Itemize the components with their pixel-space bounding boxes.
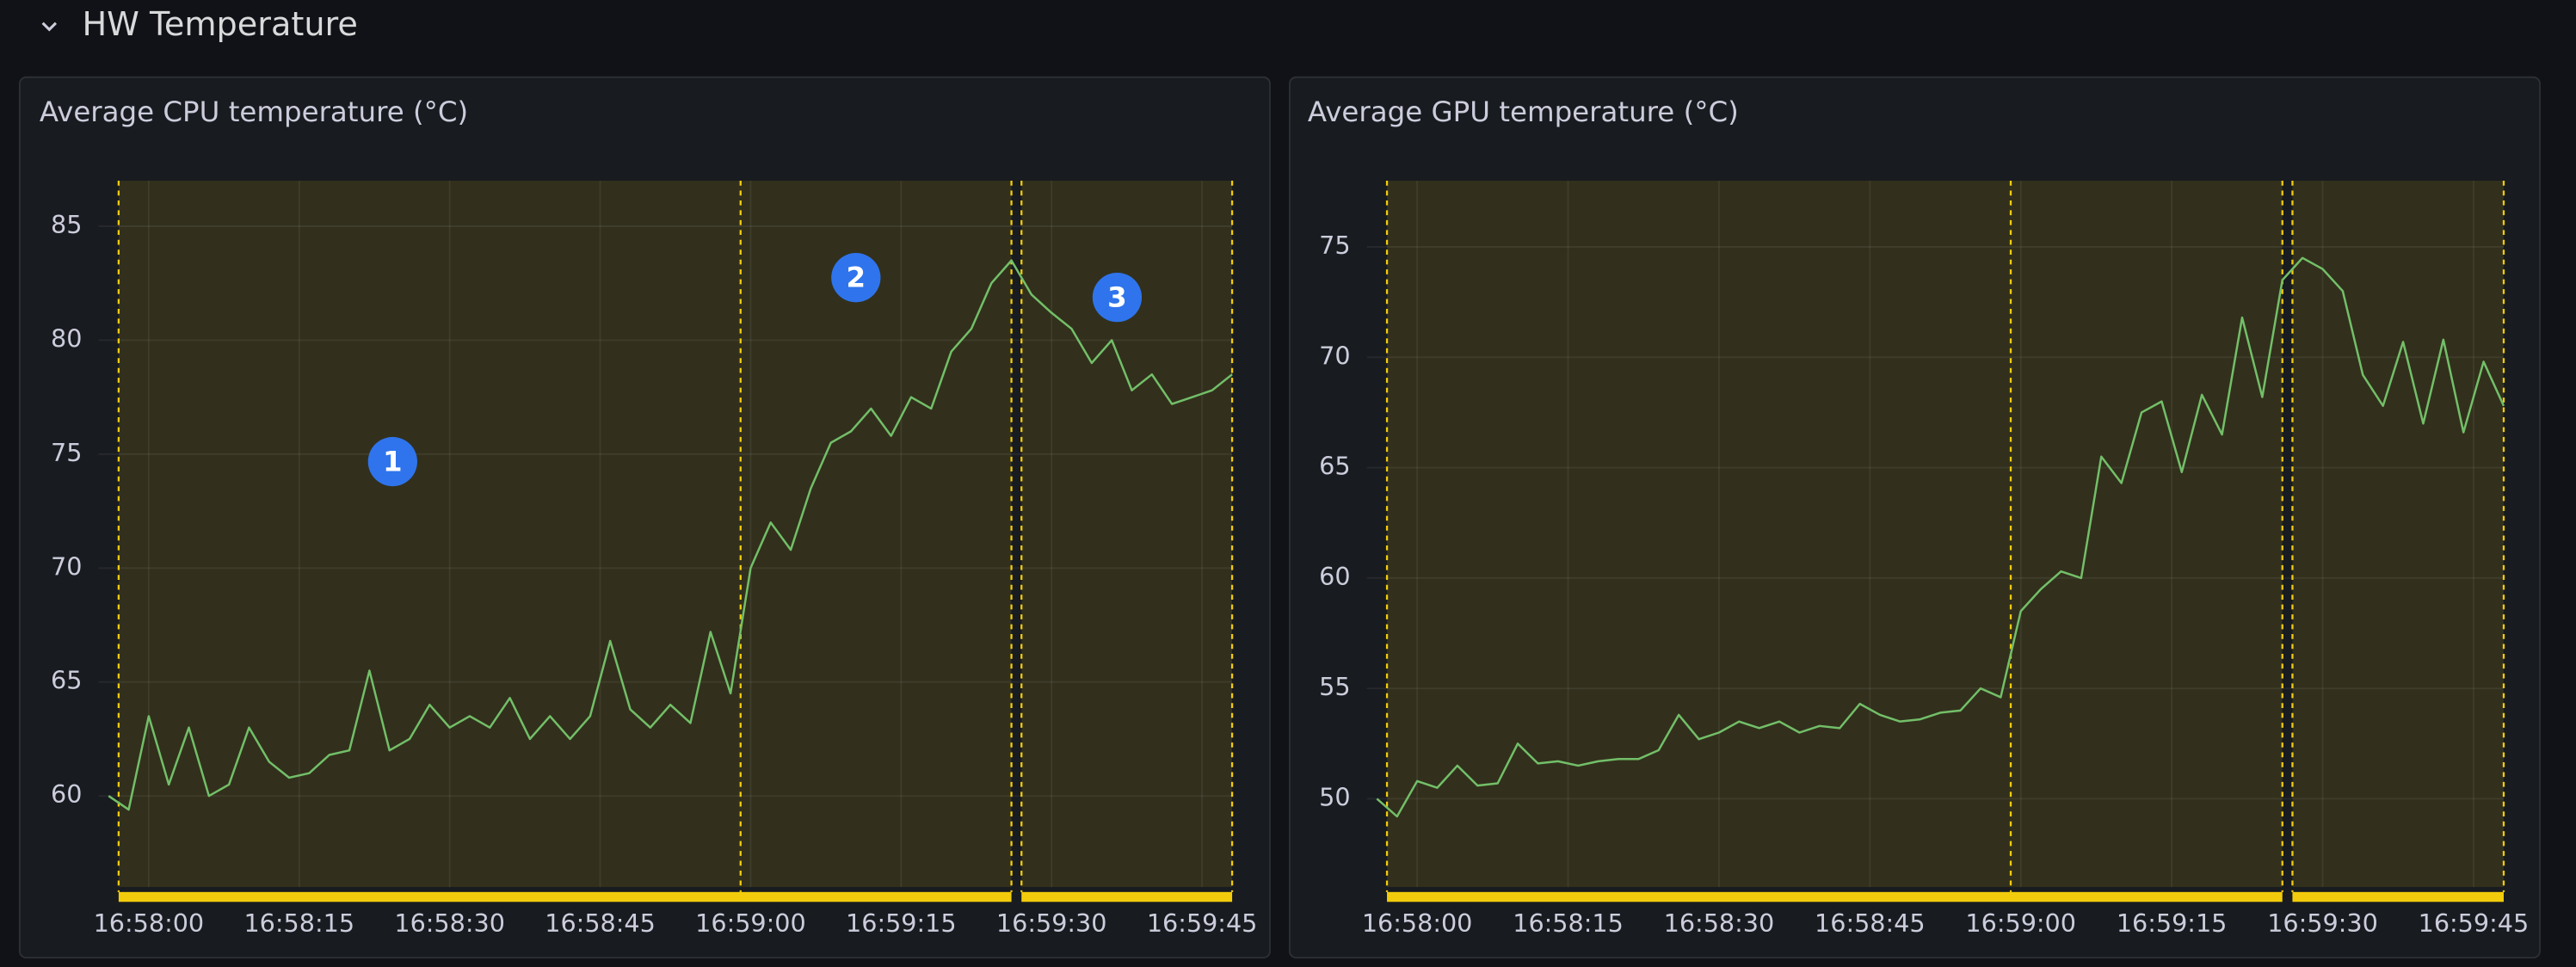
y-tick-label: 75 (51, 438, 82, 467)
annotation-region (2292, 181, 2504, 888)
y-tick-label: 50 (1319, 782, 1350, 811)
x-tick-label: 16:59:00 (1965, 908, 2076, 938)
marker: 2 (831, 253, 881, 303)
x-tick-label: 16:58:00 (1362, 908, 1473, 938)
y-tick-label: 60 (51, 779, 82, 809)
x-tick-label: 16:58:00 (94, 908, 205, 938)
marker-circle (367, 436, 417, 487)
annotation-region (1387, 181, 2283, 888)
plots: 60 65 70 75 80 85 16:58:00 16:58:15 16:58:30 16:5… (51, 181, 2529, 938)
y-tick-label: 70 (1319, 341, 1350, 370)
panel-title[interactable]: Average GPU temperature (°C) (1308, 95, 1739, 128)
x-tick-label: 16:59:00 (695, 908, 806, 938)
x-tick-label: 16:59:15 (2117, 908, 2228, 938)
marker: 1 (367, 436, 417, 487)
y-tick-label: 75 (1319, 231, 1350, 260)
x-tick-label: 16:58:15 (1513, 908, 1624, 938)
x-tick-label: 16:58:15 (243, 908, 354, 938)
series-line (1376, 256, 2505, 818)
x-tick-label: 16:59:30 (996, 908, 1107, 938)
x-tick-label: 16:58:30 (394, 908, 505, 938)
panel-title[interactable]: Average CPU temperature (°C) (40, 95, 468, 128)
annotation-bar (1387, 891, 2283, 902)
y-tick-label: 65 (1319, 452, 1350, 481)
annotation-bar (2292, 891, 2504, 902)
x-tick-label: 16:59:45 (2419, 908, 2530, 938)
y-tick-label: 80 (51, 323, 82, 353)
annotation-bar (118, 891, 1012, 902)
x-tick-label: 16:58:45 (545, 908, 656, 938)
section-title[interactable]: HW Temperature (82, 6, 357, 44)
x-tick-label: 16:59:15 (846, 908, 957, 938)
marker-circle (831, 253, 881, 303)
y-tick-label: 55 (1319, 672, 1350, 701)
x-tick-label: 16:59:30 (2267, 908, 2378, 938)
marker-label: 2 (847, 262, 866, 294)
marker-label: 3 (1107, 281, 1127, 314)
series-line (108, 259, 1233, 811)
collapse-chevron[interactable] (41, 22, 58, 32)
y-tick-label: 85 (51, 210, 82, 239)
x-tick-label: 16:58:45 (1815, 908, 1926, 938)
x-tick-label: 16:59:45 (1147, 908, 1258, 938)
marker-label: 1 (383, 445, 403, 477)
panel (1288, 76, 2541, 959)
y-tick-label: 70 (51, 551, 82, 581)
marker: 3 (1092, 272, 1143, 323)
x-tick-label: 16:58:30 (1664, 908, 1775, 938)
y-tick-label: 60 (1319, 562, 1350, 591)
marker-circle (1092, 272, 1143, 323)
panel (18, 76, 1271, 959)
annotation-bar (1021, 891, 1233, 902)
y-tick-label: 65 (51, 666, 82, 695)
